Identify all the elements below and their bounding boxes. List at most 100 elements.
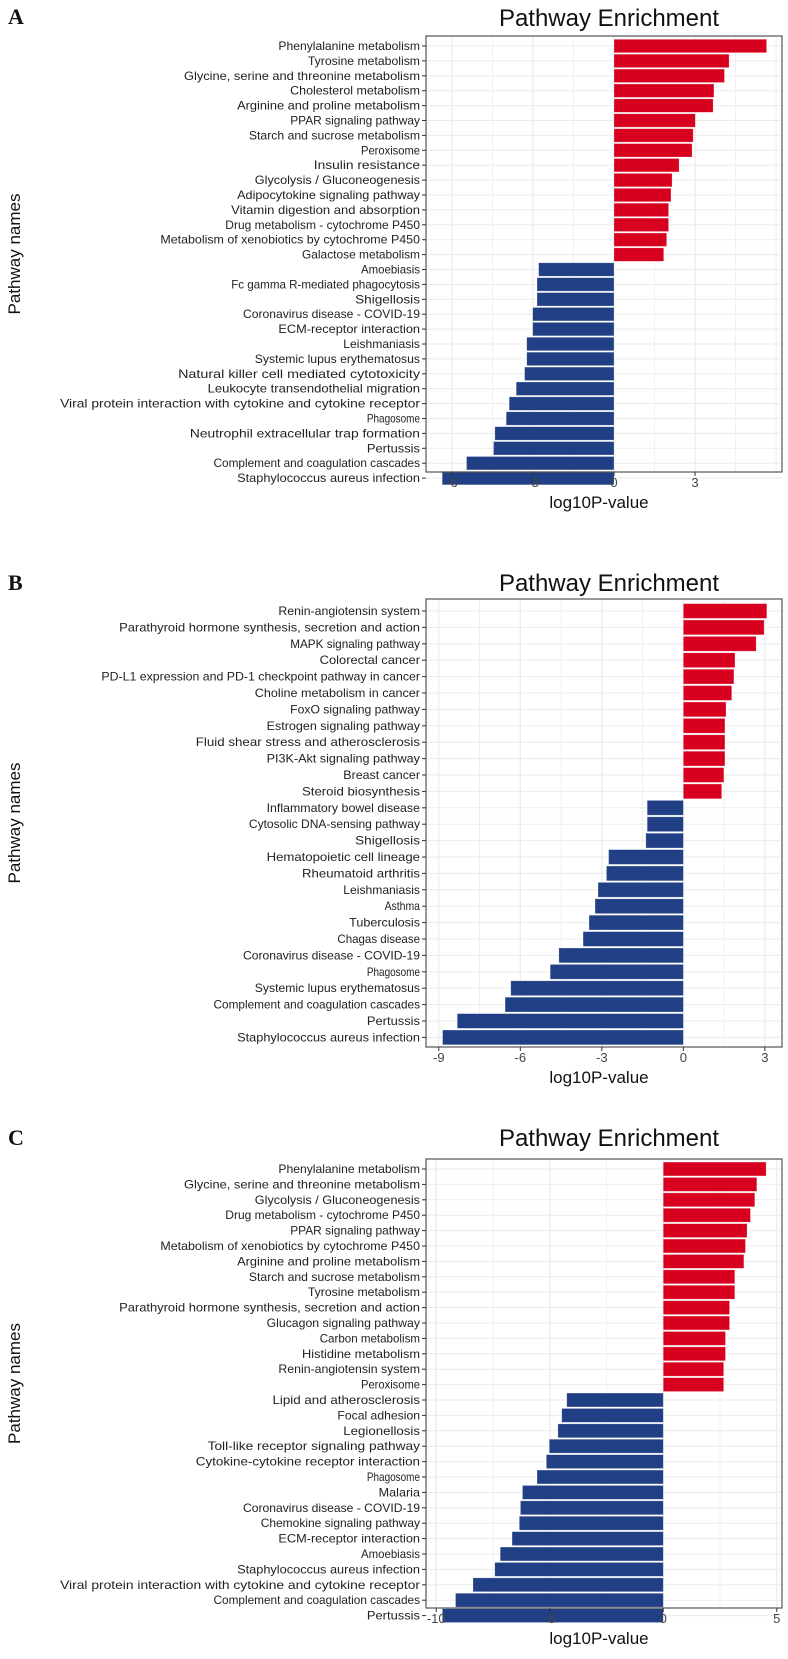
y-tick-label: Leishmaniasis: [343, 883, 420, 897]
y-tick-label: MAPK signaling pathway: [290, 637, 420, 651]
y-tick-label: ECM-receptor interaction: [278, 322, 420, 336]
y-tick-label: Neutrophil extracellular trap formation: [190, 426, 420, 440]
bar-up: [683, 636, 757, 652]
bar-down: [505, 411, 615, 426]
bar-down: [466, 456, 615, 471]
panel-letter: C: [8, 1125, 24, 1150]
bar-up: [613, 173, 673, 188]
y-tick-label: Arginine and proline metabolism: [237, 99, 420, 113]
y-tick-label: Amoebiasis: [361, 1547, 420, 1561]
y-tick-label: Insulin resistance: [314, 158, 421, 172]
y-tick-label: Arginine and proline metabolism: [237, 1254, 420, 1268]
bar-down: [508, 396, 615, 411]
bar-up: [662, 1346, 726, 1362]
y-tick-label: Lipid and atherosclerosis: [273, 1393, 421, 1407]
y-tick-label: Renin-angiotensin system: [278, 1362, 420, 1376]
bar-down: [646, 816, 684, 832]
y-axis-label: Pathway names: [5, 194, 24, 315]
bar-down: [557, 1423, 664, 1439]
y-tick-label: Steroid biosynthesis: [302, 784, 420, 798]
y-tick-label: Carbon metabolism: [320, 1331, 420, 1345]
y-tick-label: Viral protein interaction with cytokine …: [60, 1578, 420, 1592]
y-tick-label: Vitamin digestion and absorption: [231, 203, 420, 217]
bar-up: [683, 701, 727, 718]
plot-border: [425, 1158, 783, 1609]
y-tick-label: PD-L1 expression and PD-1 checkpoint pat…: [101, 670, 420, 684]
y-tick-label: Hematopoietic cell lineage: [267, 850, 421, 864]
bar-up: [613, 247, 664, 262]
y-tick-label: Pertussis: [367, 441, 420, 455]
bar-down: [608, 849, 684, 865]
y-tick-label: Drug metabolism - cytochrome P450: [225, 1208, 420, 1222]
panel-b: B Pathway Enrichment Renin-angiotensin sys…: [5, 570, 783, 1087]
bar-up: [613, 68, 725, 83]
y-tick-label: Natural killer cell mediated cytotoxicit…: [178, 367, 420, 381]
x-tick-label: 3: [691, 475, 698, 490]
y-tick-label: PPAR signaling pathway: [290, 1224, 420, 1238]
y-tick-label: Glycolysis / Gluconeogenesis: [255, 1193, 420, 1207]
bar-down: [455, 1592, 664, 1608]
bar-up: [683, 652, 736, 668]
bar-down: [606, 865, 684, 882]
bar-down: [510, 980, 684, 996]
bar-down: [538, 262, 615, 277]
bar-down: [494, 1562, 664, 1577]
panel-letter: A: [8, 4, 24, 29]
bar-up: [662, 1254, 745, 1269]
bar-down: [597, 882, 684, 898]
x-axis-label: log10P-value: [549, 1068, 648, 1087]
y-tick-label: Parathyroid hormone synthesis, secretion…: [119, 620, 420, 634]
bar-up: [613, 232, 667, 247]
y-tick-label: Pertussis: [367, 1014, 420, 1028]
y-tick-label: PPAR signaling pathway: [290, 114, 420, 128]
y-tick-label: Staphylococcus aureus infection: [237, 1562, 420, 1576]
y-tick-label: Peroxisome: [361, 1378, 420, 1392]
bar-up: [662, 1192, 756, 1208]
bar-up: [683, 619, 765, 636]
bar-down: [519, 1515, 664, 1531]
bar-down: [493, 441, 615, 456]
y-tick-label: Rheumatoid arthritis: [302, 866, 420, 880]
bar-down: [526, 336, 615, 352]
y-tick-label: Inflammatory bowel disease: [267, 801, 421, 815]
bar-down: [472, 1577, 664, 1593]
bar-down: [442, 1029, 684, 1046]
x-tick-label: 0: [610, 475, 617, 490]
bar-up: [683, 718, 726, 734]
y-tick-label: Shigellosis: [355, 292, 420, 306]
y-tick-label: Pertussis: [367, 1609, 420, 1623]
y-tick-label: Tuberculosis: [349, 916, 420, 930]
x-tick-label: -9: [433, 1050, 445, 1065]
y-tick-label: Malaria: [379, 1485, 421, 1499]
y-tick-label: Systemic lupus erythematosus: [255, 981, 420, 995]
x-tick-label: 3: [761, 1050, 768, 1065]
y-tick-label: Histidine metabolism: [302, 1347, 420, 1361]
y-tick-label: Coronavirus disease - COVID-19: [243, 307, 420, 321]
panel-letter: B: [8, 570, 23, 595]
bar-up: [613, 128, 694, 143]
bar-up: [683, 750, 726, 767]
y-tick-label: Galactose metabolism: [302, 248, 420, 262]
y-tick-label: Estrogen signaling pathway: [267, 719, 420, 733]
bar-up: [662, 1315, 730, 1331]
bar-up: [613, 202, 669, 217]
y-tick-label: Coronavirus disease - COVID-19: [243, 1501, 420, 1515]
bar-down: [582, 931, 684, 947]
y-tick-label: Leukocyte transendothelial migration: [208, 382, 420, 396]
y-tick-label: Coronavirus disease - COVID-19: [243, 948, 420, 962]
y-tick-label: Glycolysis / Gluconeogenesis: [255, 173, 420, 187]
plot-border: [425, 35, 783, 473]
bar-up: [613, 217, 669, 232]
y-tick-label: Fluid shear stress and atherosclerosis: [196, 735, 420, 749]
y-tick-label: Cytosolic DNA-sensing pathway: [249, 817, 420, 831]
bar-up: [613, 38, 767, 54]
bar-down: [522, 1485, 664, 1500]
bar-up: [683, 783, 722, 800]
bar-down: [456, 1013, 684, 1029]
bar-down: [594, 898, 684, 914]
y-tick-label: Phagosome: [367, 1470, 420, 1484]
chart-title: Pathway Enrichment: [499, 570, 719, 597]
bar-up: [613, 83, 715, 98]
bar-down: [558, 947, 684, 964]
